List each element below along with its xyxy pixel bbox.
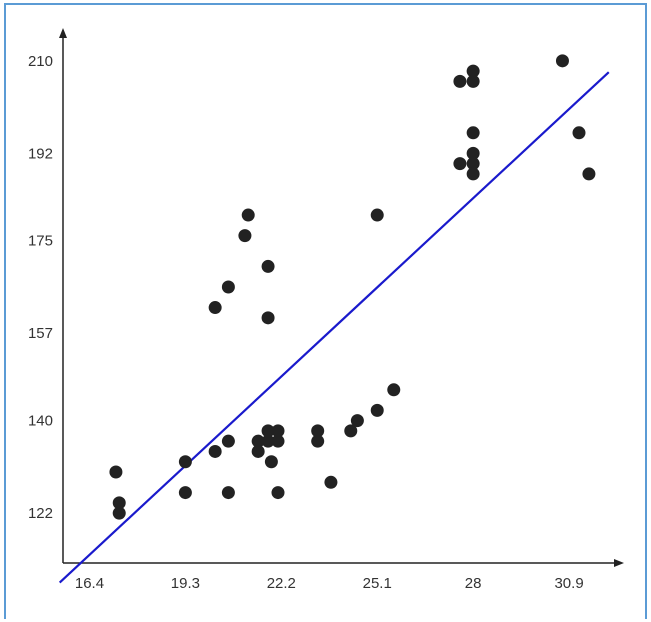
y-tick-label: 210 [28,53,53,70]
data-point [370,208,384,222]
tick-labels: 16.4 19.3 22.2 25.1 28 30.9 122 140 157 175 192 210 [28,53,584,592]
data-point [466,167,480,181]
y-axis-arrow [59,28,67,38]
x-tick-label: 28 [465,575,482,592]
data-point [453,74,467,88]
data-point [251,444,265,458]
data-point [208,301,222,315]
data-point [466,126,480,140]
x-tick-label: 16.4 [75,575,104,592]
data-point [261,311,275,325]
data-point [311,424,325,438]
data-point [466,64,480,78]
data-point [271,424,285,438]
data-point [555,54,569,68]
y-tick-label: 122 [28,505,53,522]
data-point [466,157,480,171]
x-tick-label: 22.2 [267,575,296,592]
data-point [311,434,325,448]
data-point [221,486,235,500]
data-points [109,54,596,520]
x-tick-label: 19.3 [171,575,200,592]
data-point [109,465,123,479]
data-point [572,126,586,140]
x-axis-arrow [614,559,624,567]
data-point [112,496,126,510]
data-point [271,434,285,448]
data-point [370,403,384,417]
data-point [387,383,401,397]
data-point [261,259,275,273]
data-point [241,208,255,222]
data-point [221,434,235,448]
data-point [324,475,338,489]
data-point [271,486,285,500]
x-tick-label: 30.9 [554,575,583,592]
y-tick-label: 175 [28,233,53,250]
data-point [466,146,480,160]
y-tick-label: 140 [28,413,53,430]
y-tick-label: 192 [28,145,53,162]
data-point [350,414,364,428]
data-point [261,424,275,438]
trendline [58,71,610,584]
data-point [178,455,192,469]
data-point [344,424,358,438]
data-point [208,444,222,458]
data-point [582,167,596,181]
data-point [238,229,252,243]
axes [59,28,624,567]
y-tick-label: 157 [28,325,53,342]
data-point [112,506,126,520]
x-tick-label: 25.1 [363,575,392,592]
data-point [466,74,480,88]
data-point [251,434,265,448]
data-point [221,280,235,294]
trendline-layer [58,71,610,584]
chart-frame [4,3,647,619]
data-point [261,434,275,448]
data-point [264,455,278,469]
data-point [453,157,467,171]
data-point [178,486,192,500]
